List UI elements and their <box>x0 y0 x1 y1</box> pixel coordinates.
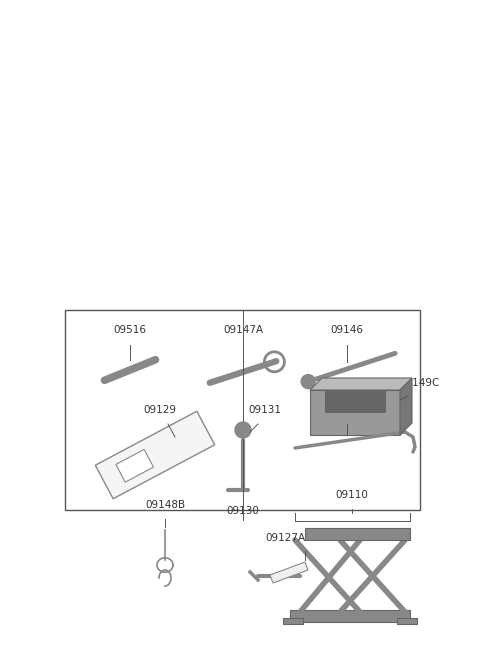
Text: 09129: 09129 <box>144 405 177 415</box>
Bar <box>283 618 303 624</box>
Bar <box>310 390 400 435</box>
Polygon shape <box>400 378 412 435</box>
Polygon shape <box>96 411 215 499</box>
Text: 09127A: 09127A <box>265 533 305 543</box>
Text: 09110: 09110 <box>336 490 369 500</box>
Polygon shape <box>270 562 308 583</box>
Text: 09148B: 09148B <box>145 500 185 510</box>
Text: 09146: 09146 <box>331 325 363 335</box>
Polygon shape <box>310 378 412 390</box>
Circle shape <box>235 422 251 438</box>
Bar <box>290 610 410 622</box>
Text: 09130: 09130 <box>227 506 259 516</box>
Text: 09149C: 09149C <box>400 378 440 388</box>
Text: 09516: 09516 <box>113 325 146 335</box>
Bar <box>397 618 417 624</box>
Bar <box>305 528 410 540</box>
Bar <box>65 310 420 510</box>
Text: 09132: 09132 <box>331 405 363 415</box>
Text: 09131: 09131 <box>249 405 281 415</box>
Circle shape <box>301 374 315 388</box>
Polygon shape <box>116 449 154 482</box>
Bar <box>325 390 385 412</box>
Text: 09147A: 09147A <box>223 325 263 335</box>
